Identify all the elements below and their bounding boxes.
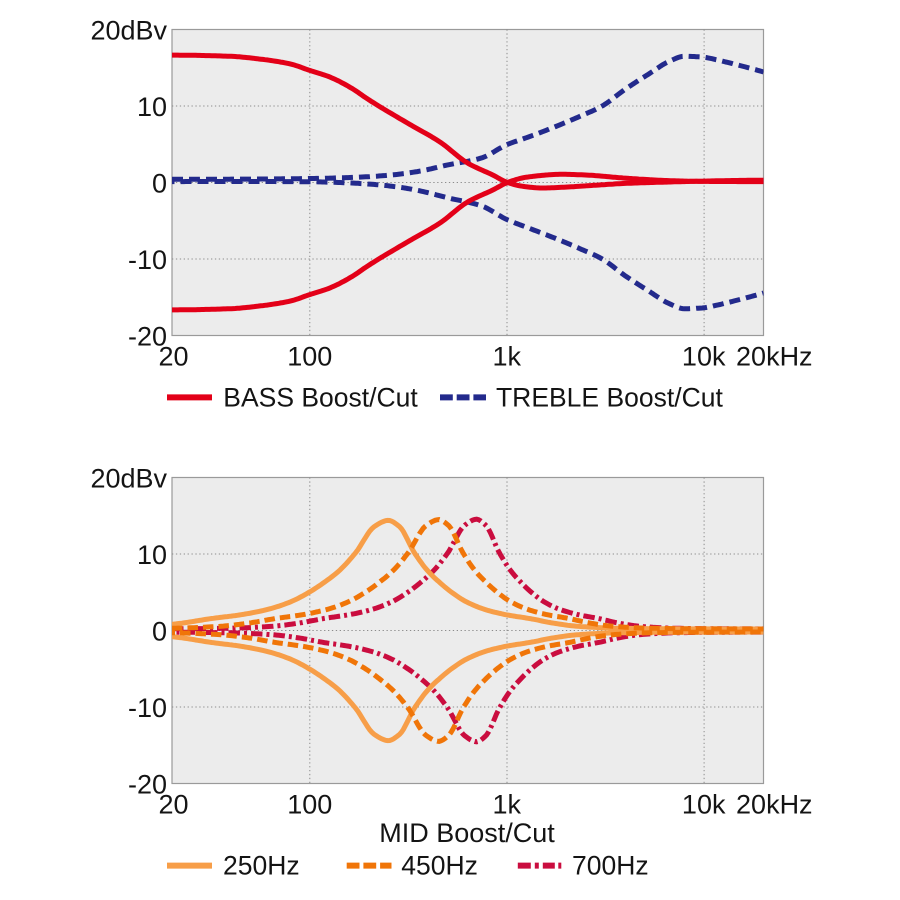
svg-text:10: 10 (137, 92, 167, 122)
svg-text:250Hz: 250Hz (223, 851, 300, 881)
svg-text:-20: -20 (128, 770, 167, 800)
svg-text:-20: -20 (128, 322, 167, 352)
svg-text:100: 100 (287, 342, 332, 372)
svg-text:10k: 10k (682, 790, 726, 820)
svg-text:100: 100 (287, 790, 332, 820)
svg-text:0: 0 (152, 169, 167, 199)
svg-text:20: 20 (158, 342, 188, 372)
svg-text:20dBv: 20dBv (90, 16, 167, 46)
svg-text:0: 0 (152, 617, 167, 647)
svg-text:20: 20 (158, 790, 188, 820)
svg-text:TREBLE Boost/Cut: TREBLE Boost/Cut (496, 382, 723, 412)
svg-text:20kHz: 20kHz (736, 790, 813, 820)
svg-text:MID Boost/Cut: MID Boost/Cut (379, 818, 555, 848)
svg-text:-10: -10 (128, 245, 167, 275)
svg-text:20dBv: 20dBv (90, 464, 167, 494)
svg-text:20kHz: 20kHz (736, 342, 813, 372)
svg-text:450Hz: 450Hz (401, 851, 478, 881)
svg-text:700Hz: 700Hz (572, 851, 649, 881)
svg-text:-10: -10 (128, 693, 167, 723)
svg-text:10: 10 (137, 540, 167, 570)
svg-text:1k: 1k (493, 790, 522, 820)
svg-text:1k: 1k (493, 342, 522, 372)
svg-text:10k: 10k (682, 342, 726, 372)
svg-text:BASS Boost/Cut: BASS Boost/Cut (223, 382, 418, 412)
